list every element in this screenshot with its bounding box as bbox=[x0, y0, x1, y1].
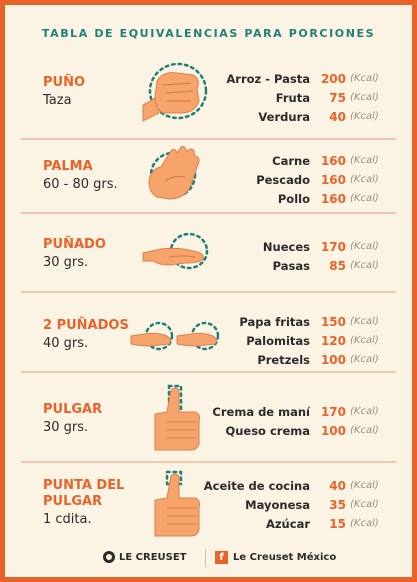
food-row: Palomitas 120 (Kcal) bbox=[246, 333, 379, 348]
food-row: Aceite de cocina 40 (Kcal) bbox=[203, 478, 379, 493]
food-list: Papa fritas 150 (Kcal) Palomitas 120 (Kcal) … bbox=[239, 312, 394, 369]
food-list: Crema de maní 170 (Kcal) Queso crema 100 (Kc… bbox=[212, 402, 394, 440]
section-sub: 60 - 80 grs. bbox=[43, 177, 118, 192]
thumb-icon bbox=[145, 384, 205, 458]
section-name: PALMA bbox=[43, 159, 93, 174]
section-divider bbox=[21, 371, 396, 373]
section-sub: 1 cdita. bbox=[43, 512, 92, 527]
food-row: Pretzels 100 (Kcal) bbox=[257, 352, 379, 367]
food-row: Nueces 170 (Kcal) bbox=[262, 239, 379, 254]
footer-divider bbox=[205, 549, 206, 567]
brand-logo-icon bbox=[103, 551, 115, 563]
fist-icon bbox=[133, 61, 213, 133]
footer: LE CREUSET f Le Creuset México bbox=[5, 549, 412, 569]
food-row: Arroz - Pasta 200 (Kcal) bbox=[226, 71, 379, 86]
food-list: Nueces 170 (Kcal) Pasas 85 (Kcal) bbox=[263, 237, 394, 275]
food-row: Mayonesa 35 (Kcal) bbox=[245, 497, 379, 512]
section-divider bbox=[21, 461, 396, 463]
facebook-link[interactable]: f Le Creuset México bbox=[215, 551, 336, 564]
food-list: Aceite de cocina 40 (Kcal) Mayonesa 35 (Kcal… bbox=[204, 476, 394, 533]
food-row: Pasas 85 (Kcal) bbox=[272, 258, 379, 273]
equivalence-card: TABLA DE EQUIVALENCIAS PARA PORCIONES PU… bbox=[5, 5, 412, 577]
food-row: Azúcar 15 (Kcal) bbox=[265, 516, 379, 531]
food-row: Carne 160 (Kcal) bbox=[272, 153, 379, 168]
section-name: PUÑO bbox=[43, 75, 86, 90]
food-row: Papa fritas 150 (Kcal) bbox=[239, 314, 379, 329]
section-name: 2 PUÑADOS bbox=[43, 318, 129, 333]
food-list: Carne 160 (Kcal) Pescado 160 (Kcal) Pollo 160… bbox=[256, 151, 394, 208]
food-list: Arroz - Pasta 200 (Kcal) Fruta 75 (Kcal) Ver… bbox=[226, 69, 394, 126]
food-row: Fruta 75 (Kcal) bbox=[275, 90, 379, 105]
brand-logo: LE CREUSET bbox=[103, 551, 187, 563]
section-sub: 30 grs. bbox=[43, 420, 89, 435]
section-sub: 40 grs. bbox=[43, 336, 89, 351]
food-row: Verdura 40 (Kcal) bbox=[258, 109, 379, 124]
section-name: PUNTA DEL PULGAR bbox=[43, 478, 125, 509]
two-handfuls-icon bbox=[129, 318, 225, 362]
thumb-tip-icon bbox=[145, 470, 205, 544]
facebook-icon: f bbox=[215, 551, 228, 564]
food-row: Pescado 160 (Kcal) bbox=[256, 172, 379, 187]
section-divider bbox=[21, 212, 396, 214]
section-name: PULGAR bbox=[43, 402, 103, 417]
brand-name: LE CREUSET bbox=[119, 551, 187, 563]
food-row: Crema de maní 170 (Kcal) bbox=[212, 404, 379, 419]
handful-icon bbox=[139, 229, 215, 285]
section-divider bbox=[21, 291, 396, 293]
section-sub: 30 grs. bbox=[43, 255, 89, 270]
food-row: Queso crema 100 (Kcal) bbox=[225, 423, 379, 438]
section-name: PUÑADO bbox=[43, 237, 106, 252]
page-title: TABLA DE EQUIVALENCIAS PARA PORCIONES bbox=[41, 27, 376, 40]
palm-icon bbox=[141, 141, 213, 213]
section-sub: Taza bbox=[43, 93, 72, 108]
food-row: Pollo 160 (Kcal) bbox=[277, 191, 379, 206]
section-divider bbox=[21, 138, 396, 140]
facebook-name: Le Creuset México bbox=[233, 552, 337, 563]
